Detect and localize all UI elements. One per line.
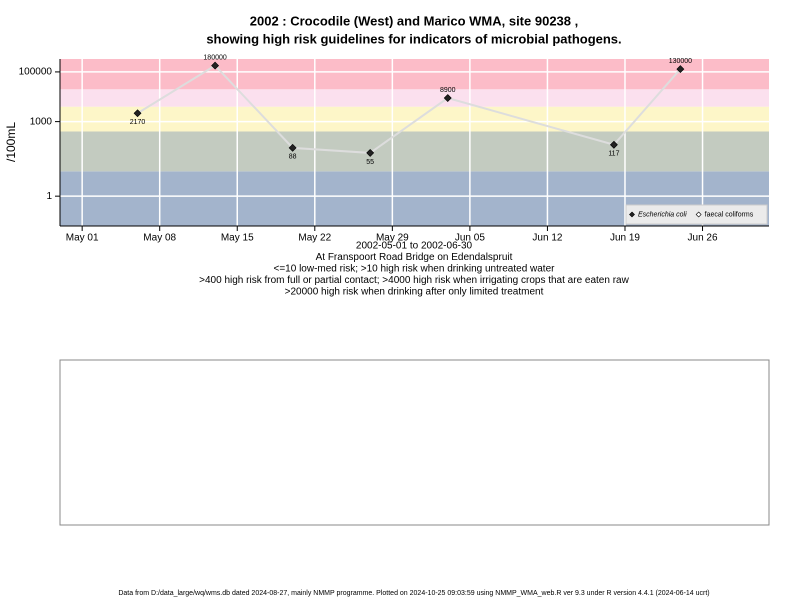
data-point: [288, 143, 297, 152]
x-tick-label: Jun 26: [688, 233, 718, 244]
chart-title: showing high risk guidelines for indicat…: [206, 31, 621, 46]
legend-label: faecal coliforms: [705, 211, 754, 218]
risk-band: [60, 89, 769, 107]
legend-marker: [695, 211, 702, 218]
x-tick-label: May 22: [298, 233, 331, 244]
x-tick-label: May 01: [66, 233, 99, 244]
data-point: [676, 65, 685, 74]
x-tick-label: Jun 19: [610, 233, 640, 244]
legend-label: Escherichia coli: [638, 211, 687, 218]
x-axis-label: >20000 high risk when drinking after onl…: [285, 287, 544, 298]
risk-band: [60, 106, 769, 132]
data-label: 2170: [130, 119, 146, 126]
x-tick-label: May 08: [143, 233, 176, 244]
x-axis-label: <=10 low-med risk; >10 high risk when dr…: [274, 264, 556, 275]
risk-band: [60, 59, 769, 90]
x-axis-label: At Franspoort Road Bridge on Edendalspru…: [316, 252, 513, 263]
y-tick-label: 100000: [19, 67, 53, 78]
data-label: 130000: [669, 58, 692, 65]
risk-band: [60, 131, 769, 172]
data-point: [211, 61, 220, 70]
x-axis-label: >400 high risk from full or partial cont…: [199, 275, 629, 286]
x-tick-label: May 29: [376, 233, 409, 244]
data-point: [133, 109, 142, 118]
x-tick-label: Jun 05: [455, 233, 485, 244]
data-point: [609, 140, 618, 149]
data-label: 55: [366, 159, 374, 166]
empty-panel: [59, 359, 770, 526]
y-axis-label: /100mL: [4, 122, 18, 162]
x-tick-label: May 15: [221, 233, 254, 244]
data-label: 8900: [440, 87, 456, 94]
data-label: 117: [608, 151, 619, 158]
data-label: 88: [289, 154, 297, 161]
x-tick-label: Jun 12: [532, 233, 562, 244]
legend-marker: [629, 211, 635, 218]
data-label: 180000: [203, 54, 226, 61]
footer: Data from D:/data_large/wq/wms.db dated …: [118, 590, 709, 597]
data-point: [366, 148, 375, 157]
y-tick-label: 1: [46, 191, 52, 202]
data-point: [443, 94, 452, 102]
y-tick-label: 1000: [30, 116, 53, 127]
chart-title: 2002 : Crocodile (West) and Marico WMA, …: [250, 13, 578, 28]
x-axis-label: 2002-05-01 to 2002-06-30: [356, 241, 473, 252]
